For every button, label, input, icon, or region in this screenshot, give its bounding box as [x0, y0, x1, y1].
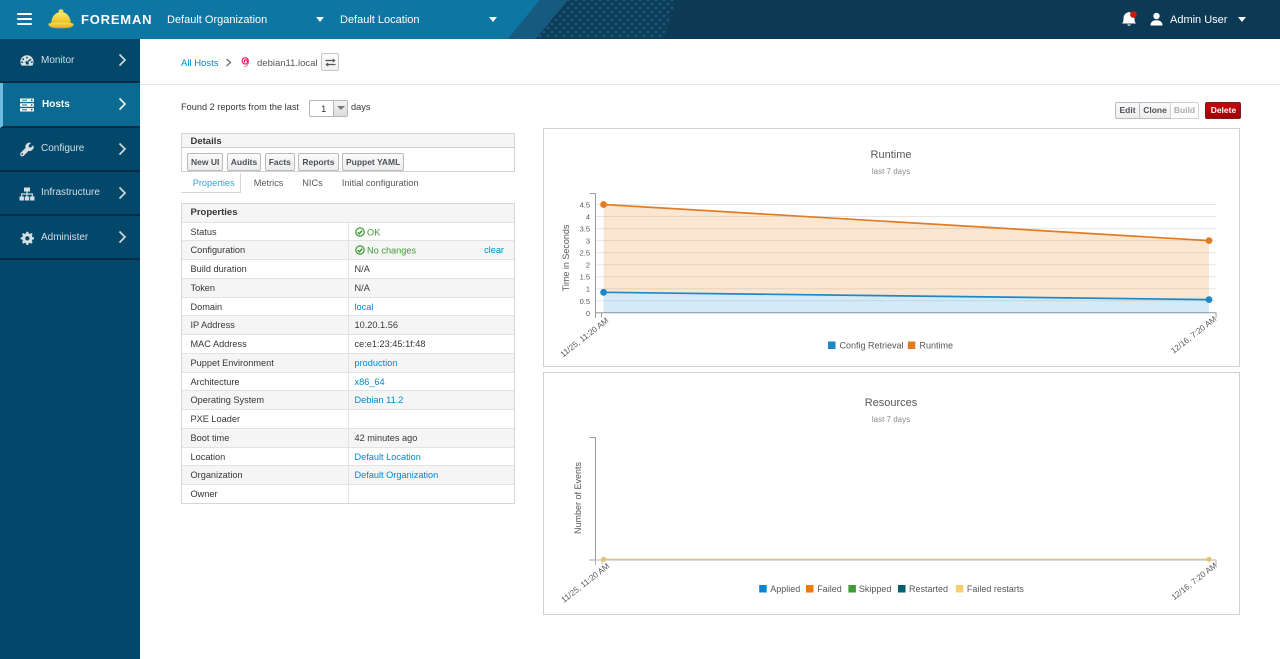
- svg-text:2.5: 2.5: [580, 249, 590, 258]
- svg-text:2: 2: [586, 261, 590, 270]
- svg-text:Config Retrieval: Config Retrieval: [840, 341, 904, 351]
- svg-text:Applied: Applied: [770, 584, 800, 594]
- svg-text:Time in Seconds: Time in Seconds: [561, 224, 571, 291]
- svg-text:4.5: 4.5: [580, 201, 590, 210]
- svg-text:0: 0: [586, 309, 590, 318]
- svg-text:4: 4: [586, 213, 590, 222]
- svg-text:last 7 days: last 7 days: [872, 167, 910, 176]
- svg-text:Failed restarts: Failed restarts: [967, 584, 1025, 594]
- svg-text:Number of Events: Number of Events: [573, 461, 583, 534]
- svg-text:Failed: Failed: [817, 584, 842, 594]
- svg-text:0.5: 0.5: [580, 297, 590, 306]
- svg-text:Restarted: Restarted: [909, 584, 948, 594]
- svg-text:11/25, 11:20 AM: 11/25, 11:20 AM: [560, 561, 612, 604]
- svg-text:1.5: 1.5: [580, 273, 590, 282]
- svg-text:3.5: 3.5: [580, 225, 590, 234]
- svg-text:11/25, 11:20 AM: 11/25, 11:20 AM: [559, 316, 611, 359]
- svg-text:12/16, 7:20 AM: 12/16, 7:20 AM: [1170, 561, 1219, 602]
- svg-text:Runtime: Runtime: [920, 341, 954, 351]
- svg-text:Resources: Resources: [865, 397, 918, 409]
- svg-text:Skipped: Skipped: [859, 584, 892, 594]
- svg-text:last 7 days: last 7 days: [872, 415, 910, 424]
- svg-text:12/16, 7:20 AM: 12/16, 7:20 AM: [1169, 314, 1218, 355]
- svg-text:1: 1: [586, 285, 590, 294]
- svg-text:Runtime: Runtime: [871, 149, 912, 161]
- svg-text:3: 3: [586, 237, 590, 246]
